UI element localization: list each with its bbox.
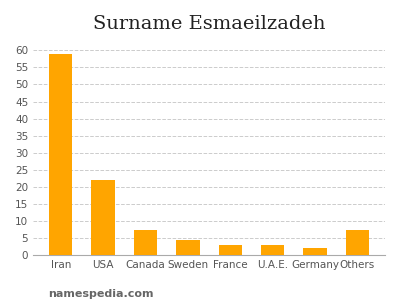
Bar <box>218 245 242 255</box>
Text: namespedia.com: namespedia.com <box>48 289 154 299</box>
Bar <box>92 180 115 255</box>
Bar <box>346 230 369 255</box>
Bar <box>176 240 200 255</box>
Bar <box>49 54 72 255</box>
Title: Surname Esmaeilzadeh: Surname Esmaeilzadeh <box>93 15 325 33</box>
Bar <box>303 248 327 255</box>
Bar <box>261 245 284 255</box>
Bar <box>134 230 157 255</box>
